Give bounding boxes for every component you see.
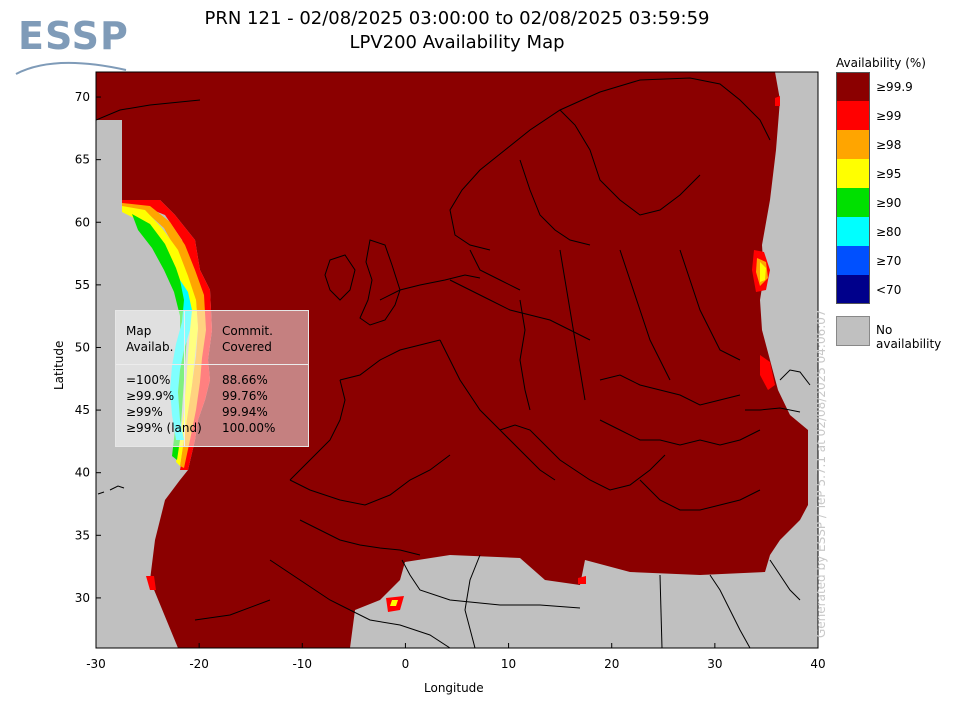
x-tick-label: 20 (604, 657, 619, 671)
legend-swatch (836, 101, 870, 130)
logo-text: ESSP (18, 14, 129, 58)
stats-divider-horizontal (116, 364, 308, 365)
x-tick-label: -30 (86, 657, 106, 671)
y-tick-label: 40 (75, 466, 90, 480)
legend-label: ≥98 (876, 138, 902, 152)
y-axis-label: Latitude (52, 340, 66, 390)
y-tick-label: 55 (75, 278, 90, 292)
y-tick-label: 30 (75, 591, 90, 605)
x-tick-label: 10 (501, 657, 516, 671)
legend-swatch (836, 72, 870, 101)
stats-row-label: =100% (126, 373, 171, 387)
y-tick-label: 65 (75, 153, 90, 167)
legend-label-no-availability: No availability (876, 323, 942, 351)
legend-swatch (836, 275, 870, 304)
plot-frame (95, 71, 819, 649)
legend-swatch (836, 130, 870, 159)
y-tick-label: 45 (75, 403, 90, 417)
y-tick-label: 60 (75, 215, 90, 229)
legend-title: Availability (%) (836, 56, 926, 70)
legend-swatch (836, 217, 870, 246)
legend-label: ≥70 (876, 254, 902, 268)
stats-row-value: 100.00% (222, 421, 276, 435)
coastlines-and-borders (96, 77, 811, 648)
x-axis-label: Longitude (424, 681, 484, 695)
stats-header-covered: Commit. Covered (222, 324, 273, 354)
legend-label: ≥99 (876, 109, 902, 123)
stats-divider-vertical (184, 311, 185, 446)
legend-label: ≥95 (876, 167, 902, 181)
legend-swatch (836, 188, 870, 217)
stats-row-label: ≥99.9% (126, 389, 175, 403)
stats-row-value: 88.66% (222, 373, 268, 387)
x-tick-label: 0 (402, 657, 410, 671)
y-tick-label: 35 (75, 528, 90, 542)
legend-swatch-no-availability (836, 316, 870, 346)
map-title: PRN 121 - 02/08/2025 03:00:00 to 02/08/2… (204, 8, 710, 29)
legend-swatch (836, 246, 870, 275)
x-tick-label: 30 (707, 657, 722, 671)
legend-label: <70 (876, 283, 902, 297)
legend-label: ≥80 (876, 225, 902, 239)
y-tick-label: 50 (75, 340, 90, 354)
map-subtitle: LPV200 Availability Map (349, 32, 565, 53)
generated-credit: Generated by ESSP / TeP 5.7.1 at 02/08/2… (814, 309, 828, 638)
stats-row-value: 99.76% (222, 389, 268, 403)
stats-row-label: ≥99% (land) (126, 421, 202, 435)
coverage-stats-table: Map Availab. Commit. Covered =100% 88.66… (115, 310, 309, 447)
x-tick-label: -10 (292, 657, 312, 671)
legend-label: ≥90 (876, 196, 902, 210)
x-axis: -30 -20 -10 0 10 20 30 40 (86, 643, 826, 671)
x-tick-label: 40 (810, 657, 825, 671)
legend-label: ≥99.9 (876, 80, 913, 94)
y-axis: 70 65 60 55 50 45 40 35 30 (75, 90, 101, 605)
x-tick-label: -20 (189, 657, 209, 671)
stats-row-label: ≥99% (126, 405, 163, 419)
availability-region-main (96, 72, 808, 648)
logo-swoosh-icon (15, 61, 127, 75)
essp-logo: ESSP (14, 14, 134, 80)
stats-row-value: 99.94% (222, 405, 268, 419)
y-tick-label: 70 (75, 90, 90, 104)
stats-header-availability: Map Availab. (126, 324, 174, 354)
legend-swatch (836, 159, 870, 188)
